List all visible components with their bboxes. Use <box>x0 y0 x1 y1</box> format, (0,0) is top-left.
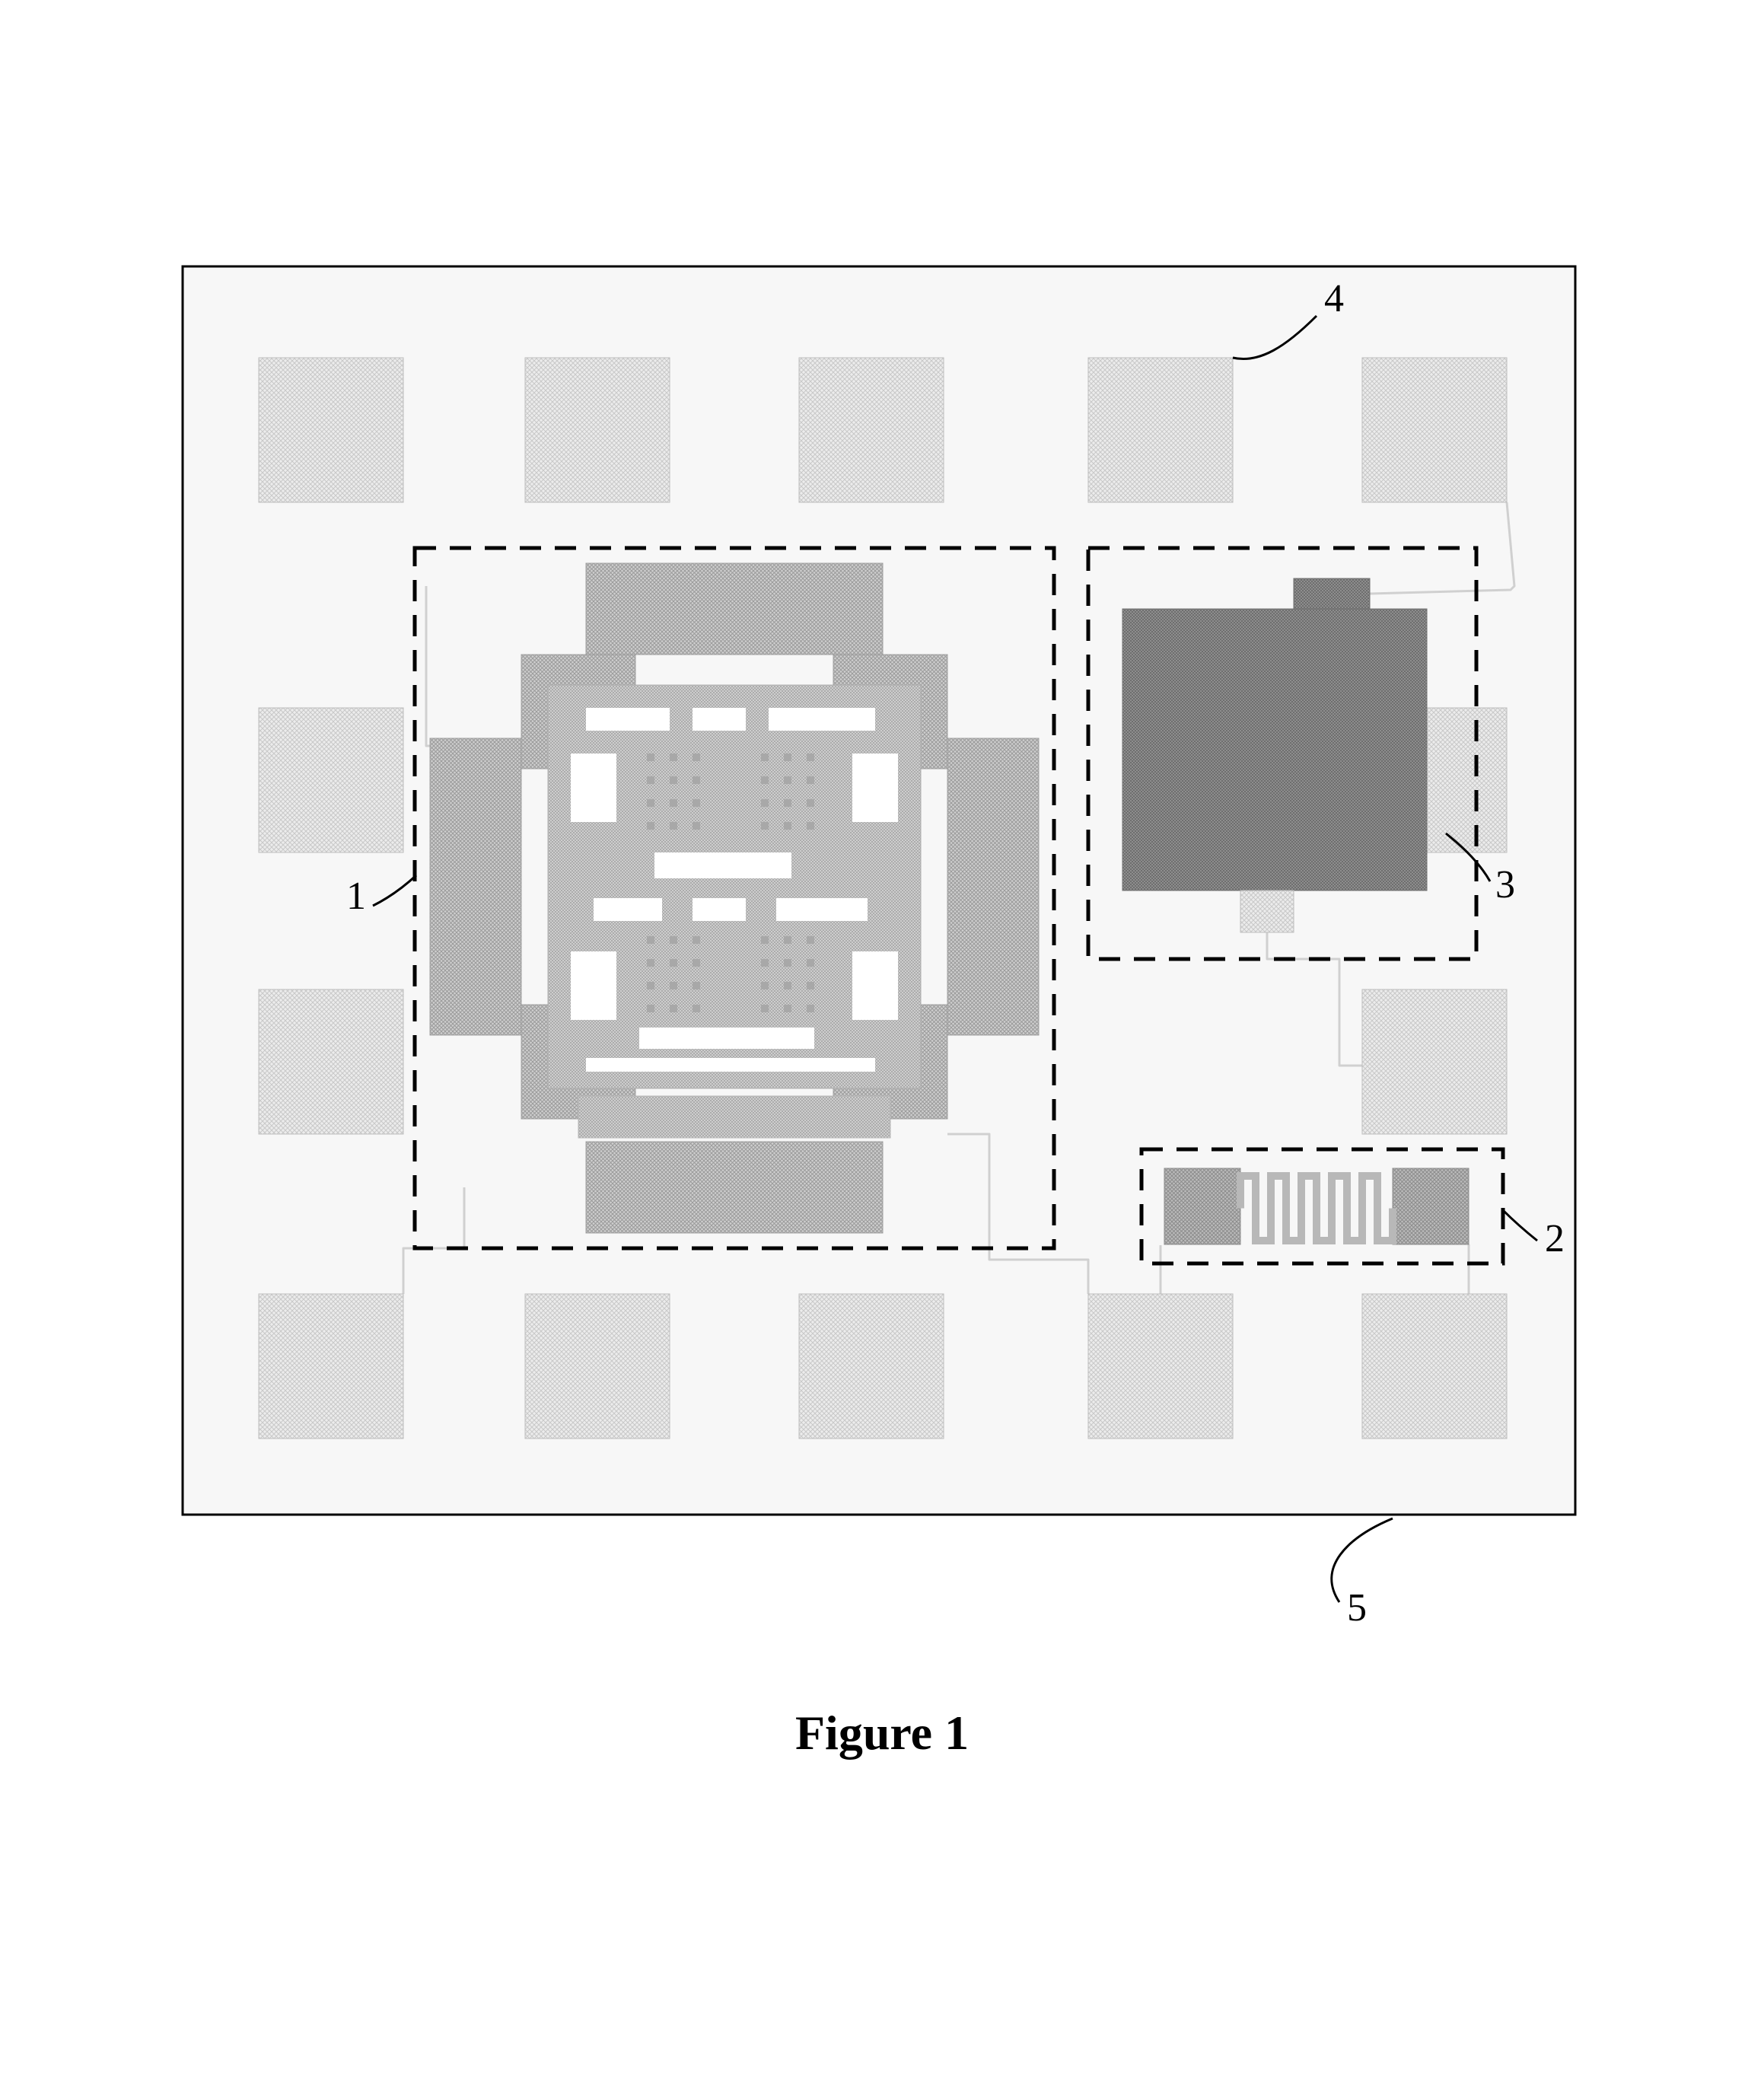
ref-label-5: 5 <box>1347 1585 1367 1630</box>
ref-label-4: 4 <box>1324 276 1344 321</box>
ref-label-2: 2 <box>1545 1216 1565 1261</box>
figure-caption: Figure 1 <box>0 1705 1764 1761</box>
ref-label-1: 1 <box>346 874 366 919</box>
figure-svg <box>0 0 1764 2087</box>
ref-label-3: 3 <box>1495 862 1515 907</box>
